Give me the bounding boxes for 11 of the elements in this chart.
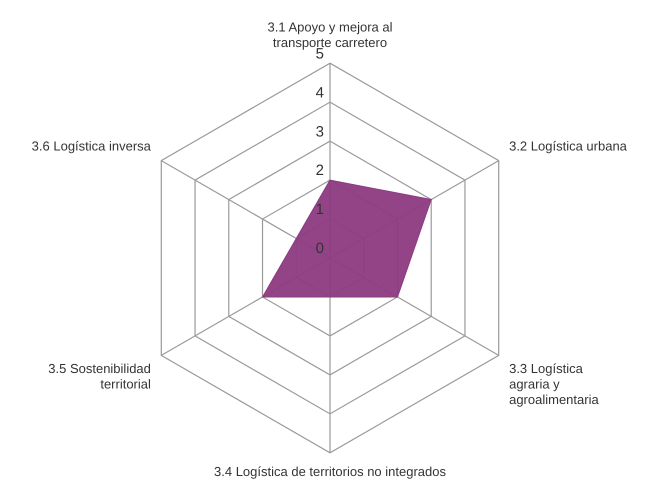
y-tick-label: 0 — [316, 240, 324, 258]
spoke-label: 3.5 Sostenibilidad territorial — [48, 360, 152, 392]
spoke-label: 3.2 Logística urbana — [509, 138, 628, 154]
y-tick-label: 2 — [316, 162, 324, 180]
spoke-label: 3.4 Logística de territorios no integrados — [214, 464, 446, 480]
y-tick-label: 3 — [316, 123, 324, 140]
y-tick-label: 1 — [316, 201, 324, 218]
spoke-label: 3.1 Apoyo y mejora al transporte carretero — [267, 19, 393, 50]
spoke-label: 3.3 Logística agraria y agroalimentaria — [509, 360, 600, 407]
y-tick-label: 4 — [316, 84, 324, 102]
spoke-label: 3.6 Logística inversa — [32, 138, 152, 154]
